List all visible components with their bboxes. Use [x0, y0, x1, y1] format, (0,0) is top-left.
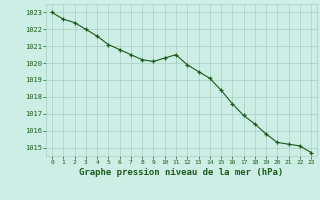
X-axis label: Graphe pression niveau de la mer (hPa): Graphe pression niveau de la mer (hPa) — [79, 168, 284, 177]
